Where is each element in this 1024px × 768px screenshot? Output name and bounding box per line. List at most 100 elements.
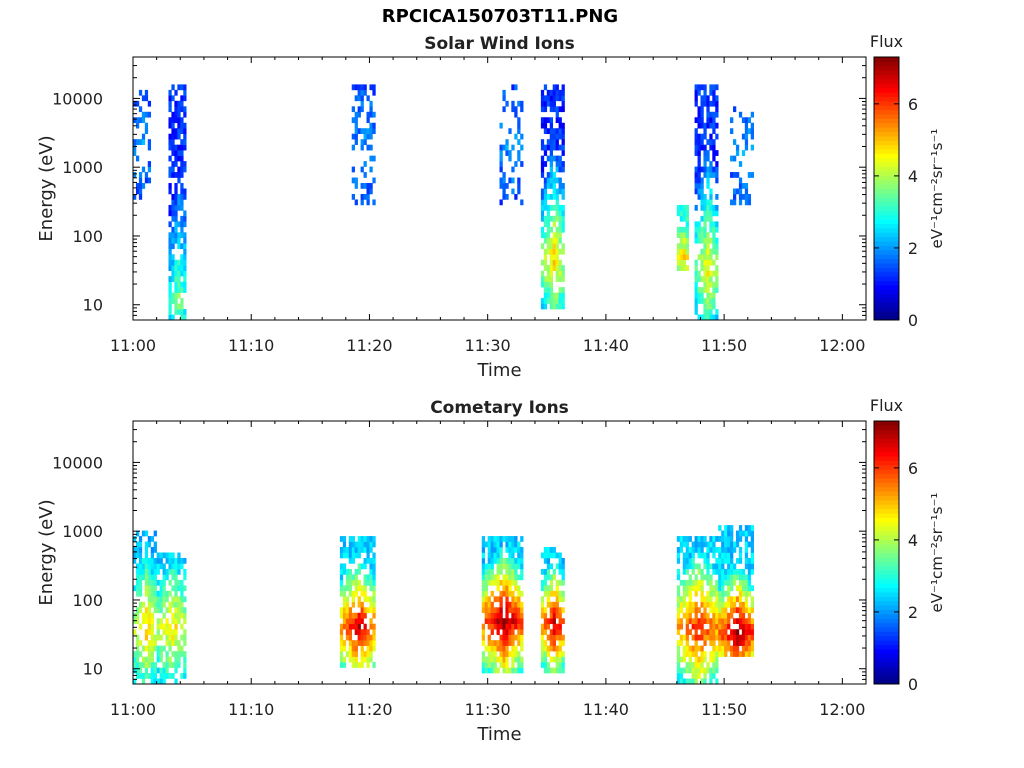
colorbar-swatch — [874, 284, 899, 290]
spectrogram-cell — [727, 557, 731, 564]
spectrogram-cell — [703, 557, 707, 564]
spectrogram-cell — [369, 574, 373, 581]
colorbar-tick-label: 2 — [908, 603, 918, 622]
spectrogram-cell — [177, 303, 181, 310]
spectrogram-cell — [694, 563, 698, 570]
spectrogram-cell — [549, 612, 554, 619]
colorbar-swatch — [874, 74, 899, 80]
spectrogram-cell — [520, 161, 524, 167]
spectrogram-cell — [555, 106, 559, 113]
spectrogram-cell — [360, 607, 364, 614]
spectrogram-cell — [738, 547, 743, 553]
spectrogram-cell — [703, 155, 707, 162]
spectrogram-cell — [727, 525, 731, 531]
spectrogram-cell — [694, 183, 698, 189]
spectrogram-cell — [706, 287, 710, 293]
spectrogram-cell — [156, 651, 160, 657]
spectrogram-cell — [372, 590, 376, 597]
spectrogram-cell — [750, 557, 754, 564]
spectrogram-cell — [540, 629, 545, 635]
spectrogram-cell — [133, 656, 137, 663]
colorbar-swatch — [874, 153, 899, 159]
spectrogram-cell — [703, 128, 707, 135]
spectrogram-cell — [703, 563, 707, 570]
spectrogram-cell — [558, 270, 562, 277]
spectrogram-cell — [162, 612, 166, 619]
spectrogram-cell — [135, 656, 140, 663]
spectrogram-cell — [700, 199, 704, 206]
spectrogram-cell — [715, 590, 719, 597]
spectrogram-cell — [715, 122, 719, 129]
colorbar-swatch — [874, 258, 899, 264]
spectrogram-cell — [703, 656, 707, 663]
spectrogram-cell — [363, 133, 367, 140]
spectrogram-cell — [490, 629, 494, 635]
spectrogram-cell — [552, 259, 556, 266]
spectrogram-cell — [171, 133, 175, 140]
spectrogram-cell — [715, 585, 719, 592]
spectrogram-cell — [706, 667, 710, 674]
spectrogram-cell — [712, 673, 716, 679]
spectrogram-cell — [691, 563, 695, 570]
spectrogram-cell — [372, 634, 376, 641]
spectrogram-cell — [679, 265, 684, 271]
spectrogram-cell — [348, 634, 353, 641]
spectrogram-cell — [744, 590, 749, 597]
spectrogram-cell — [730, 645, 734, 652]
spectrogram-cell — [735, 574, 740, 581]
spectrogram-cell — [676, 596, 681, 603]
spectrogram-cell — [180, 303, 184, 310]
spectrogram-cell — [691, 645, 695, 652]
spectrogram-cell — [177, 601, 181, 608]
spectrogram-cell — [366, 651, 370, 657]
spectrogram-cell — [481, 623, 486, 630]
colorbar-swatch — [874, 657, 899, 663]
spectrogram-cell — [561, 667, 565, 674]
spectrogram-cell — [369, 547, 373, 553]
spectrogram-cell — [706, 95, 710, 102]
spectrogram-cell — [694, 128, 698, 135]
spectrogram-cell — [712, 634, 716, 641]
spectrogram-cell — [183, 161, 187, 167]
spectrogram-cell — [543, 150, 548, 156]
spectrogram-cell — [706, 601, 710, 608]
spectrogram-cell — [168, 623, 172, 630]
spectrogram-cell — [555, 95, 559, 102]
spectrogram-cell — [487, 623, 491, 630]
spectrogram-cell — [499, 177, 503, 184]
spectrogram-cell — [747, 568, 752, 575]
spectrogram-cell — [715, 95, 719, 102]
spectrogram-cell — [549, 100, 554, 107]
spectrogram-cell — [133, 139, 137, 145]
spectrogram-cell — [141, 678, 146, 685]
colorbar-swatch — [874, 298, 899, 303]
spectrogram-cell — [369, 601, 373, 608]
spectrogram-cell — [171, 314, 175, 321]
spectrogram-cell — [718, 634, 722, 641]
spectrogram-cell — [508, 590, 512, 597]
spectrogram-cell — [676, 547, 681, 553]
spectrogram-cell — [715, 547, 719, 553]
spectrogram-cell — [369, 563, 373, 570]
colorbar-swatch — [874, 280, 899, 286]
colorbar-swatch — [874, 570, 899, 575]
spectrogram-cell — [351, 590, 355, 597]
spectrogram-cell — [156, 618, 160, 625]
spectrogram-cell — [715, 629, 719, 635]
spectrogram-cell — [715, 248, 719, 255]
spectrogram-cell — [363, 541, 367, 548]
spectrogram-cell — [552, 177, 556, 184]
spectrogram-cell — [363, 183, 367, 189]
spectrogram-cell — [682, 568, 687, 575]
spectrogram-cell — [339, 656, 344, 663]
spectrogram-cell — [162, 590, 166, 597]
spectrogram-cell — [366, 536, 370, 542]
spectrogram-cell — [721, 536, 725, 542]
spectrogram-cell — [138, 106, 143, 113]
colorbar-swatch — [874, 140, 899, 146]
spectrogram-cell — [555, 139, 559, 145]
spectrogram-cell — [721, 645, 725, 652]
spectrogram-cell — [147, 607, 152, 614]
spectrogram-cell — [741, 193, 746, 200]
colorbar-tick-label: 6 — [908, 459, 918, 478]
